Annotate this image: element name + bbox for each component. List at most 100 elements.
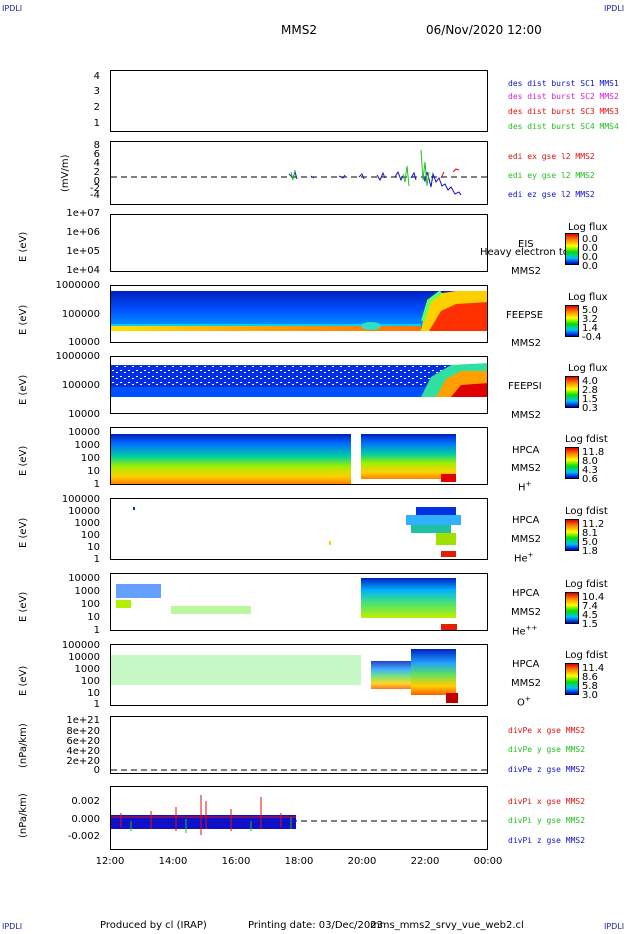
- divpi-series-y: [130, 817, 292, 833]
- p3-instrument: EIS: [518, 239, 534, 250]
- p9-ytick: 1000: [74, 664, 100, 675]
- p3-colorbar: [565, 233, 579, 265]
- divpi-plot: [111, 795, 487, 835]
- p8-species-name: He: [512, 626, 526, 638]
- p3-spacecraft: MMS2: [511, 266, 541, 277]
- p11-legend-x: divPi x gse MMS2: [508, 797, 586, 806]
- divpi-series-x: [111, 795, 296, 835]
- p6-cbar-val: 4.3: [582, 465, 598, 476]
- x-tick: 00:00: [473, 856, 503, 867]
- p7-ytick: 10000: [68, 506, 100, 517]
- p1-ytick: 2: [93, 102, 100, 113]
- p4-cbar-val: -0.4: [582, 332, 602, 343]
- p10-ytick: 6e+20: [66, 736, 100, 747]
- p3-cbar-val: 0.0: [582, 234, 598, 245]
- p3-cbar-title: Log flux: [568, 222, 608, 233]
- p10-legend-x: divPe x gse MMS2: [508, 726, 586, 735]
- panel-hpca-he: [110, 498, 488, 560]
- p6-ytick: 100: [80, 453, 100, 464]
- p8-cbar-title: Log fdist: [565, 579, 608, 590]
- p6-species-charge: +: [525, 480, 532, 488]
- edi-plot: [111, 149, 487, 196]
- p5-spacecraft: MMS2: [511, 410, 541, 421]
- p7-species-charge: +: [527, 551, 534, 559]
- corner-label-br: IPDLI: [604, 922, 625, 931]
- p4-colorbar: [565, 305, 579, 337]
- p1-legend-sc2: des dist burst SC2 MMS2: [508, 92, 619, 101]
- p7-cbar-title: Log fdist: [565, 506, 608, 517]
- panel-burst: [110, 70, 488, 132]
- corner-label-tr: IPDLI: [604, 4, 625, 13]
- p1-legend-sc3: des dist burst SC3 MMS3: [508, 107, 619, 116]
- feepsi-spectrogram: [111, 363, 487, 397]
- hpca-he2-spectrogram: [116, 578, 457, 630]
- p6-ytick: 10: [87, 466, 100, 477]
- p2-ytick: 8: [93, 140, 100, 151]
- p4-cbar-val: 1.4: [582, 323, 598, 334]
- p1-ytick: 1: [93, 118, 100, 129]
- p6-spacecraft: MMS2: [511, 463, 541, 474]
- p7-cbar-val: 11.2: [582, 519, 605, 530]
- p8-ytick: 10000: [68, 573, 100, 584]
- p2-ytick: -2: [90, 183, 100, 194]
- corner-label-tl: IPDLI: [2, 4, 23, 13]
- p10-ytick: 2e+20: [66, 756, 100, 767]
- footer-filename: mms_mms2_srvy_vue_web2.cl: [370, 920, 524, 931]
- panel-feepsi: [110, 356, 488, 414]
- p10-ytick: 0: [93, 765, 100, 776]
- p9-ytick: 10000: [68, 652, 100, 663]
- p6-species: H+: [518, 480, 531, 493]
- x-tick: 16:00: [221, 856, 251, 867]
- p11-legend-z: divPi z gse MMS2: [508, 836, 586, 845]
- p1-ytick: 3: [93, 86, 100, 97]
- p9-species: O+: [517, 695, 531, 708]
- p8-cbar-val: 7.4: [582, 601, 598, 612]
- p7-ytick: 100000: [61, 494, 100, 505]
- x-tick: 14:00: [158, 856, 188, 867]
- edi-series-y: [290, 149, 430, 187]
- p6-cbar-val: 8.0: [582, 456, 598, 467]
- p9-cbar-title: Log fdist: [565, 650, 608, 661]
- p7-instrument: HPCA: [512, 515, 540, 526]
- p3-cbar-val: 0.0: [582, 261, 598, 272]
- p9-colorbar: [565, 663, 579, 695]
- p7-species-name: He: [514, 553, 528, 565]
- header-datetime: 06/Nov/2020 12:00: [426, 23, 542, 37]
- p11-ytick: 0.000: [71, 814, 100, 825]
- p3-ytick: 1e+06: [66, 227, 100, 238]
- p7-cbar-val: 1.8: [582, 546, 598, 557]
- hpca-o-spectrogram: [111, 649, 458, 703]
- p7-cbar-val: 8.1: [582, 528, 598, 539]
- p4-instrument: FEEPSE: [506, 310, 544, 321]
- p9-species-charge: +: [524, 695, 531, 703]
- p5-instrument: FEEPSI: [508, 381, 542, 392]
- p4-ytick: 1000000: [55, 280, 100, 291]
- p6-colorbar: [565, 447, 579, 479]
- x-tick: 18:00: [284, 856, 314, 867]
- p1-legend-sc4: des dist burst SC4 MMS4: [508, 122, 619, 131]
- p9-cbar-val: 3.0: [582, 690, 598, 701]
- panel-divpe: [110, 716, 488, 774]
- p8-ytick: 100: [80, 599, 100, 610]
- hpca-h-spectrogram: [111, 434, 456, 484]
- p5-ytick: 100000: [61, 380, 100, 391]
- p8-species: He++: [512, 624, 537, 637]
- p6-cbar-val: 0.6: [582, 474, 598, 485]
- p6-instrument: HPCA: [512, 445, 540, 456]
- p8-cbar-val: 1.5: [582, 619, 598, 630]
- p9-ytick: 100: [80, 676, 100, 687]
- header-spacecraft: MMS2: [281, 23, 317, 37]
- p9-cbar-val: 5.8: [582, 681, 598, 692]
- p8-ytick: 1: [93, 625, 100, 636]
- p4-spacecraft: MMS2: [511, 338, 541, 349]
- edi-series-z: [288, 170, 462, 196]
- p2-ytick: -4: [90, 190, 100, 201]
- p11-ytick: 0.002: [71, 796, 100, 807]
- p6-species-name: H: [518, 482, 526, 494]
- divpe-plot: [111, 769, 487, 771]
- p2-ytick: 0: [93, 176, 100, 187]
- p5-cbar-val: 2.8: [582, 385, 598, 396]
- p9-cbar-val: 11.4: [582, 663, 605, 674]
- p9-spacecraft: MMS2: [511, 678, 541, 689]
- p10-ytick: 1e+21: [66, 715, 100, 726]
